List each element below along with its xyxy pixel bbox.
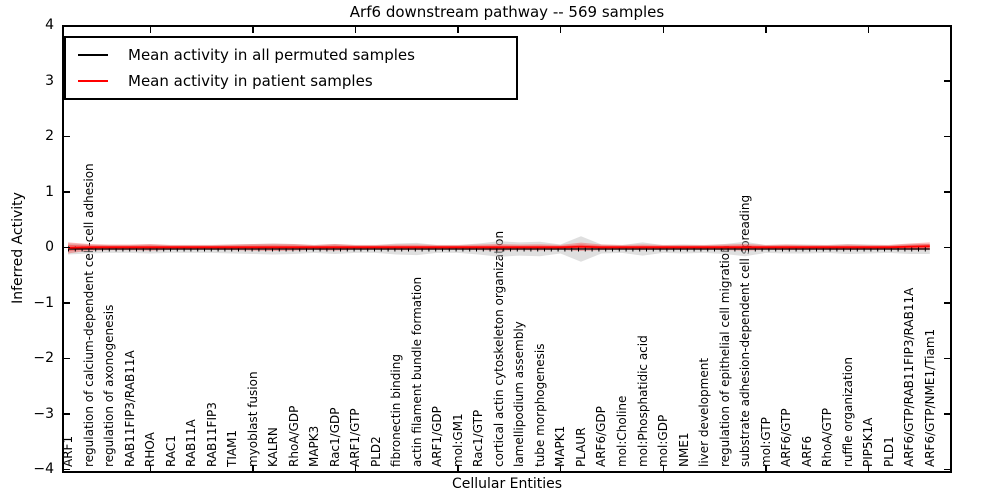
y-tick-mark <box>64 413 70 415</box>
chart-series-canvas <box>67 236 930 262</box>
legend-entry-patient: Mean activity in patient samples <box>66 68 516 94</box>
x-tick-mark <box>252 465 254 471</box>
y-tick-label: −2 <box>33 350 54 366</box>
y-tick-label: 0 <box>45 239 54 255</box>
y-tick-label: −4 <box>33 461 54 477</box>
x-tick-mark <box>457 27 459 33</box>
x-tick-mark <box>765 465 767 471</box>
y-tick-mark <box>944 191 950 193</box>
x-tick-mark <box>149 465 152 471</box>
y-tick-mark <box>944 468 950 470</box>
legend-box: Mean activity in all permuted samples Me… <box>64 36 518 100</box>
y-tick-mark <box>64 191 70 193</box>
y-tick-mark <box>64 135 70 137</box>
patient-mean-line <box>67 245 930 249</box>
x-tick-mark <box>867 465 870 471</box>
x-tick-mark <box>559 27 562 33</box>
permuted-line-sample-icon <box>78 54 108 56</box>
y-tick-mark <box>64 468 70 470</box>
x-tick-mark <box>149 27 152 33</box>
y-tick-mark <box>944 302 950 304</box>
y-tick-label: 3 <box>45 72 54 89</box>
y-tick-mark <box>64 302 70 304</box>
x-axis-label: Cellular Entities <box>451 476 563 492</box>
x-tick-mark <box>765 27 767 33</box>
y-tick-mark <box>944 246 950 248</box>
y-tick-mark <box>64 24 70 26</box>
x-tick-mark <box>662 465 665 471</box>
x-tick-mark <box>662 27 665 33</box>
y-tick-mark <box>944 80 950 82</box>
x-tick-mark <box>457 465 459 471</box>
legend-label-permuted: Mean activity in all permuted samples <box>128 46 415 64</box>
x-tick-mark <box>867 27 870 33</box>
x-tick-mark <box>354 27 357 33</box>
chart-title: Arf6 downstream pathway -- 569 samples <box>349 3 665 21</box>
x-tick-mark <box>354 465 357 471</box>
y-tick-label: 2 <box>45 128 54 144</box>
y-tick-label: −1 <box>33 294 54 311</box>
y-tick-mark <box>944 357 950 359</box>
legend-label-patient: Mean activity in patient samples <box>128 72 373 90</box>
x-tick-mark <box>252 27 254 33</box>
y-tick-label: 1 <box>45 183 54 200</box>
y-tick-label: 4 <box>45 17 54 33</box>
y-tick-mark <box>64 246 70 248</box>
y-tick-mark <box>64 357 70 359</box>
legend-entry-permuted: Mean activity in all permuted samples <box>66 42 516 68</box>
y-tick-mark <box>944 24 950 26</box>
x-tick-mark <box>559 465 562 471</box>
y-tick-mark <box>944 413 950 415</box>
y-tick-mark <box>944 135 950 137</box>
patient-line-sample-icon <box>78 80 108 82</box>
y-tick-label: −3 <box>33 405 54 422</box>
